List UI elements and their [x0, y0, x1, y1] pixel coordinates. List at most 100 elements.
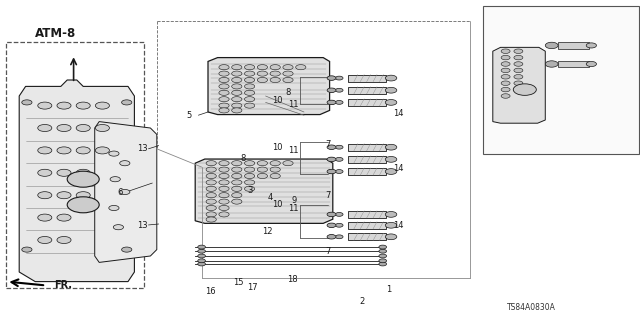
Circle shape — [270, 77, 280, 83]
Circle shape — [232, 199, 242, 204]
Circle shape — [328, 212, 335, 216]
Circle shape — [514, 49, 523, 53]
Circle shape — [514, 81, 523, 85]
Circle shape — [335, 235, 343, 239]
Circle shape — [38, 147, 52, 154]
Circle shape — [283, 77, 293, 83]
Circle shape — [38, 102, 52, 109]
Circle shape — [385, 144, 397, 150]
Circle shape — [95, 124, 109, 132]
Circle shape — [206, 173, 216, 179]
Circle shape — [385, 234, 397, 240]
Circle shape — [257, 167, 268, 172]
Circle shape — [232, 77, 242, 83]
Circle shape — [328, 170, 335, 173]
Circle shape — [219, 108, 229, 113]
Circle shape — [335, 100, 343, 104]
Bar — [558, 42, 589, 49]
Bar — [348, 99, 386, 106]
Circle shape — [198, 249, 205, 253]
Circle shape — [206, 199, 216, 204]
Text: TS84A0830A: TS84A0830A — [507, 303, 556, 312]
Circle shape — [232, 90, 242, 95]
Circle shape — [270, 161, 280, 166]
Circle shape — [335, 157, 343, 161]
Circle shape — [327, 100, 336, 105]
Text: 12: 12 — [262, 227, 273, 236]
Bar — [6, 42, 144, 288]
Circle shape — [379, 259, 387, 263]
Circle shape — [335, 145, 343, 149]
Circle shape — [57, 102, 71, 109]
Text: 7: 7 — [325, 247, 330, 256]
Bar — [348, 87, 386, 94]
Text: 11: 11 — [288, 204, 298, 213]
Circle shape — [76, 169, 90, 176]
Bar — [558, 61, 589, 67]
Circle shape — [244, 186, 255, 191]
Circle shape — [514, 87, 523, 92]
Text: FR.: FR. — [54, 280, 72, 290]
Circle shape — [385, 100, 397, 105]
Circle shape — [244, 180, 255, 185]
Circle shape — [38, 236, 52, 244]
Circle shape — [257, 65, 268, 70]
Text: 8: 8 — [493, 28, 499, 36]
Text: 1: 1 — [387, 285, 392, 294]
Bar — [348, 222, 386, 229]
Circle shape — [257, 173, 268, 179]
Circle shape — [501, 62, 510, 66]
Circle shape — [335, 223, 343, 227]
Circle shape — [232, 65, 242, 70]
Circle shape — [327, 235, 336, 239]
Text: 10: 10 — [273, 96, 283, 105]
Circle shape — [38, 169, 52, 176]
Text: 6: 6 — [118, 188, 123, 197]
Circle shape — [219, 167, 229, 172]
Circle shape — [232, 108, 242, 113]
Circle shape — [501, 49, 510, 53]
Text: 4: 4 — [268, 193, 273, 202]
Text: 9: 9 — [292, 196, 297, 204]
Circle shape — [501, 81, 510, 85]
Circle shape — [328, 100, 335, 104]
Circle shape — [328, 235, 335, 239]
Text: 11: 11 — [288, 146, 298, 155]
Circle shape — [198, 259, 205, 263]
Circle shape — [219, 84, 229, 89]
Circle shape — [198, 245, 205, 249]
Circle shape — [57, 169, 71, 176]
Circle shape — [513, 84, 536, 95]
Circle shape — [22, 247, 32, 252]
Circle shape — [232, 84, 242, 89]
Circle shape — [335, 76, 343, 80]
Circle shape — [232, 97, 242, 102]
Circle shape — [219, 180, 229, 185]
Circle shape — [385, 169, 397, 174]
Circle shape — [379, 245, 387, 249]
Text: ATM-8: ATM-8 — [35, 27, 76, 40]
Circle shape — [120, 189, 130, 195]
Text: 13: 13 — [137, 221, 147, 230]
Circle shape — [198, 254, 205, 258]
Circle shape — [385, 75, 397, 81]
Circle shape — [244, 167, 255, 172]
Text: 14: 14 — [393, 164, 403, 172]
Circle shape — [327, 88, 336, 92]
Circle shape — [57, 147, 71, 154]
Polygon shape — [493, 47, 545, 123]
Circle shape — [38, 192, 52, 199]
Circle shape — [232, 103, 242, 108]
Circle shape — [219, 173, 229, 179]
Circle shape — [109, 151, 119, 156]
Polygon shape — [95, 122, 157, 262]
Circle shape — [57, 124, 71, 132]
Circle shape — [206, 217, 216, 222]
Circle shape — [219, 212, 229, 217]
Text: 8: 8 — [285, 88, 291, 97]
Circle shape — [385, 87, 397, 93]
Circle shape — [514, 75, 523, 79]
Text: 18: 18 — [287, 275, 298, 284]
Text: 11: 11 — [288, 100, 298, 108]
Circle shape — [545, 61, 558, 67]
